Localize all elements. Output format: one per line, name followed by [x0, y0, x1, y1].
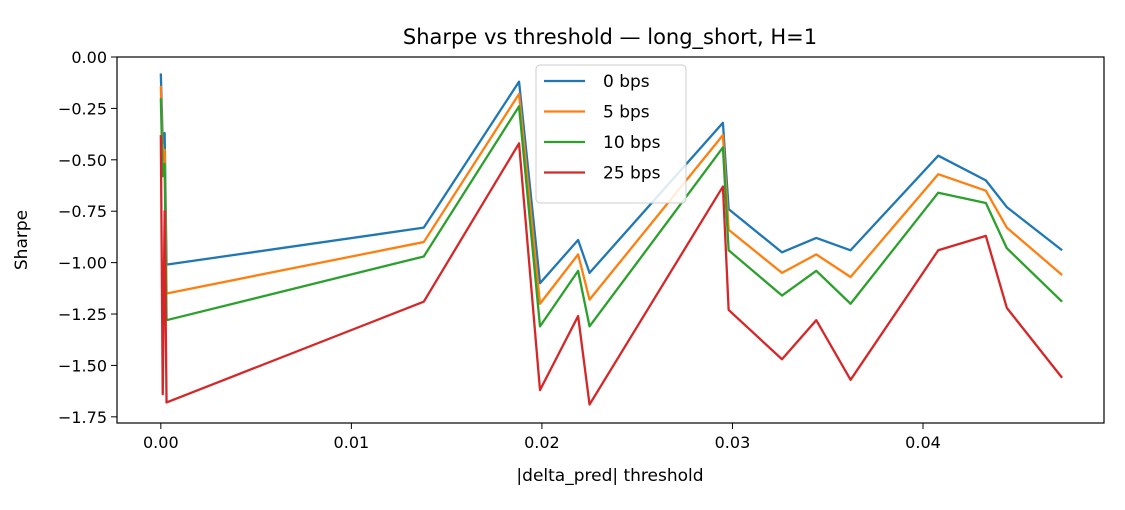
series-line-3 — [159, 135, 1063, 406]
x-tick-label: 0.01 — [334, 433, 370, 452]
x-tick-label: 0.02 — [524, 433, 560, 452]
y-tick-label: −0.50 — [58, 151, 107, 170]
legend: 0 bps 5 bps 10 bps 25 bps — [535, 64, 687, 204]
y-axis-title: Sharpe — [12, 210, 32, 270]
x-tick-label: 0.00 — [143, 433, 179, 452]
legend-label: 10 bps — [603, 133, 661, 153]
legend-box — [535, 64, 687, 204]
legend-label: 0 bps — [603, 72, 650, 92]
y-tick-label: −1.50 — [58, 356, 107, 375]
y-tick-label: 0.00 — [71, 48, 107, 67]
y-tick-label: −0.25 — [58, 99, 107, 118]
x-tick-label: 0.04 — [905, 433, 941, 452]
series-layer — [159, 73, 1063, 406]
y-tick-label: −1.75 — [58, 408, 107, 427]
x-axis-title: |delta_pred| threshold — [516, 466, 703, 486]
y-tick-label: −0.75 — [58, 202, 107, 221]
x-tick-label: 0.03 — [715, 433, 751, 452]
legend-label: 25 bps — [603, 164, 661, 184]
y-tick-label: −1.25 — [58, 305, 107, 324]
x-axis: 0.00 0.01 0.02 0.03 0.04 — [143, 423, 941, 452]
y-tick-label: −1.00 — [58, 254, 107, 273]
chart-title: Sharpe vs threshold — long_short, H=1 — [403, 25, 817, 50]
legend-label: 5 bps — [603, 103, 650, 123]
plot-frame — [116, 56, 1105, 424]
y-axis: 0.00 −0.25 −0.50 −0.75 −1.00 −1.25 −1.50 −1.75 — [58, 48, 117, 427]
